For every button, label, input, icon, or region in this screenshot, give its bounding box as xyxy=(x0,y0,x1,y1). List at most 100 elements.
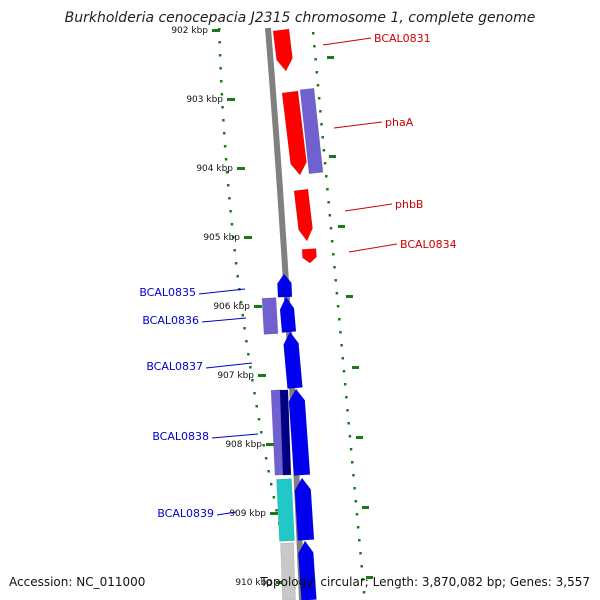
gc-dots xyxy=(218,28,366,594)
gc-dot xyxy=(349,448,353,451)
tick-mark xyxy=(258,374,266,377)
gc-dot xyxy=(317,97,321,100)
gene-bcal0831-arrow xyxy=(272,28,293,72)
gc-dot xyxy=(228,197,231,200)
gc-dot xyxy=(346,409,349,412)
gene-navy-arrow xyxy=(279,389,292,476)
gc-dot xyxy=(222,132,226,135)
gc-dot xyxy=(219,80,223,83)
gc-dot xyxy=(326,188,329,191)
gc-dot xyxy=(224,158,228,161)
gene-bcal0835-arrow xyxy=(277,273,293,298)
gc-dot xyxy=(267,470,270,473)
feature-label: phbB xyxy=(395,198,423,211)
gc-dot xyxy=(241,314,244,317)
gc-dot xyxy=(319,110,322,113)
tick-mark xyxy=(244,236,252,239)
tick-mark xyxy=(356,436,363,439)
gene-bcal0839-arrow xyxy=(276,478,295,542)
gc-dot xyxy=(262,444,265,447)
feature-leader-line xyxy=(333,121,383,129)
gc-dot xyxy=(343,383,347,386)
gc-dot xyxy=(345,396,348,399)
tick-label: 904 kbp xyxy=(196,164,233,174)
gc-dot xyxy=(335,292,339,295)
tick-mark xyxy=(362,506,369,509)
map-title: Burkholderia cenocepacia J2315 chromosom… xyxy=(64,10,536,26)
tick-label: 905 kbp xyxy=(203,233,240,243)
gc-dot xyxy=(219,67,222,70)
tick-label: 910 kbp xyxy=(235,578,272,588)
tick-label: 908 kbp xyxy=(225,440,262,450)
gc-dot xyxy=(253,392,256,395)
gc-dot xyxy=(255,405,258,408)
feature-leader-line xyxy=(201,317,247,323)
tick-mark xyxy=(270,512,278,515)
gc-dot xyxy=(360,565,363,568)
gc-dot xyxy=(336,305,340,308)
gene-purple-arrow xyxy=(261,297,279,335)
gc-dot xyxy=(356,526,360,529)
gc-dot xyxy=(348,435,352,438)
gc-dot xyxy=(313,45,316,48)
gc-dot xyxy=(226,184,230,187)
gc-dot xyxy=(362,591,366,594)
gc-dot xyxy=(328,214,332,217)
gc-dot xyxy=(251,379,254,382)
gc-dot xyxy=(257,418,261,421)
gc-dot xyxy=(223,145,227,148)
gc-dot xyxy=(353,487,356,490)
tick-label: 907 kbp xyxy=(217,371,254,381)
feature-label: BCAL0834 xyxy=(400,238,457,251)
feature-label: BCAL0837 xyxy=(146,360,203,373)
gene-gray-arrow xyxy=(280,542,296,600)
gc-dot xyxy=(260,431,263,434)
gc-dot xyxy=(342,370,346,373)
genome-stats-text: Topology: circular; Length: 3,870,082 bp… xyxy=(260,575,590,589)
gc-dot xyxy=(234,262,238,265)
feature-leader-line xyxy=(348,243,398,253)
gc-dot xyxy=(312,32,315,35)
gc-dot xyxy=(230,223,234,226)
gc-dot xyxy=(355,513,359,516)
feature-leader-line xyxy=(216,511,237,516)
gc-dot xyxy=(314,58,317,61)
gc-dot xyxy=(339,331,342,334)
gc-dot xyxy=(229,210,232,213)
gc-dot xyxy=(321,136,324,139)
tick-mark xyxy=(366,576,373,579)
tick-mark xyxy=(227,98,235,101)
gene-bcal0837-arrow xyxy=(283,331,303,389)
tick-mark xyxy=(266,443,274,446)
gc-dot xyxy=(264,457,268,460)
gc-dot xyxy=(236,275,239,278)
gc-dot xyxy=(221,106,224,109)
gc-dot xyxy=(332,253,335,256)
feature-label: phaA xyxy=(385,116,414,129)
gc-dot xyxy=(354,500,358,503)
gc-dot xyxy=(351,461,354,464)
gc-dot xyxy=(222,119,225,122)
gc-dot xyxy=(218,41,221,44)
tick-label: 902 kbp xyxy=(171,26,208,36)
gc-dot xyxy=(352,474,355,477)
gc-dot xyxy=(225,171,229,174)
gc-dot xyxy=(333,266,336,269)
feature-label: BCAL0836 xyxy=(142,314,199,327)
tick-mark xyxy=(327,56,334,59)
gene-blue-arrow xyxy=(298,540,317,600)
gc-dot xyxy=(315,71,319,74)
tick-mark xyxy=(329,155,336,158)
gene-phaA-arrow xyxy=(281,90,307,176)
tick-label: 906 kbp xyxy=(213,302,250,312)
tick-mark xyxy=(237,167,245,170)
tick-label: 903 kbp xyxy=(186,95,223,105)
feature-leader-line xyxy=(322,37,372,46)
gc-dot xyxy=(239,301,243,304)
feature-leader-line xyxy=(205,362,253,369)
gc-dot xyxy=(327,201,330,204)
gc-dot xyxy=(340,344,343,347)
tick-label: 909 kbp xyxy=(229,509,266,519)
gene-bcal0838-arrow xyxy=(288,388,311,476)
